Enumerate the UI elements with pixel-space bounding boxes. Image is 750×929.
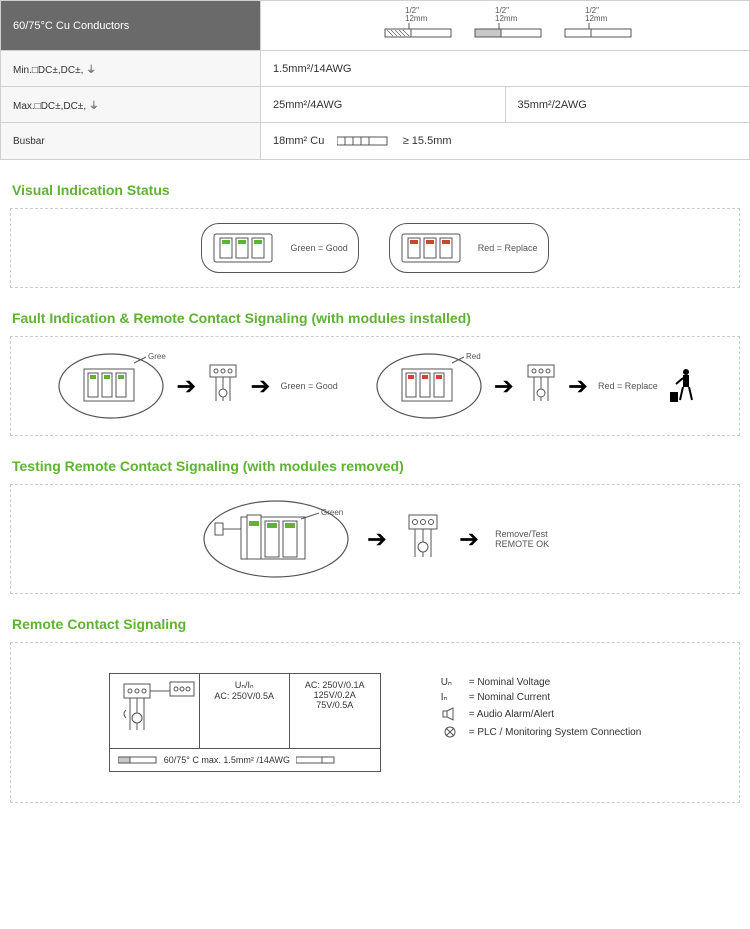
arrow-icon: ➔ <box>176 372 196 401</box>
panel-visual: Green = Good Red = Replace <box>10 208 740 288</box>
device-red-icon <box>400 230 470 266</box>
wire-diagram-cell: 1/2" 12mm 1/2" 12mm 1/2" 12mm <box>261 1 750 51</box>
ac23-label: 75V/0.5A <box>300 700 370 710</box>
legend-audio: = Audio Alarm/Alert <box>441 707 642 721</box>
legend-sym: Uₙ <box>441 677 461 688</box>
rc-bottom-text: 60/75° C max. 1.5mm² /14AWG <box>164 755 290 765</box>
ac1-label: AC: 250V/0.5A <box>210 691 279 701</box>
section-title-visual: Visual Indication Status <box>12 182 750 198</box>
fault-good-label: Green = Good <box>280 381 337 391</box>
rc-bottom: 60/75° C max. 1.5mm² /14AWG <box>110 749 380 771</box>
svg-text:Green: Green <box>148 352 166 361</box>
un-in-label: Uₙ/Iₙ <box>210 680 279 691</box>
schematic-icon <box>120 680 200 740</box>
terminal-icon <box>206 361 240 411</box>
testing-line2: REMOTE OK <box>495 539 549 549</box>
section-title-fault: Fault Indication & Remote Contact Signal… <box>12 310 750 326</box>
svg-text:12mm: 12mm <box>585 14 608 23</box>
row-max-val1: 25mm²/4AWG <box>261 87 506 123</box>
row-max-label: Max.□DC±,DC±, ⏚ <box>1 87 261 123</box>
status-replace-box: Red = Replace <box>389 223 549 273</box>
testing-line1: Remove/Test <box>495 529 549 539</box>
busbar-val: 18mm² Cu <box>273 135 324 147</box>
good-label: Green = Good <box>290 243 347 253</box>
terminal-icon <box>403 511 443 567</box>
row-max-val2: 35mm²/2AWG <box>505 87 750 123</box>
fault-device-green-icon: Green <box>56 351 166 421</box>
busbar-icon <box>337 133 397 149</box>
row-busbar-val: 18mm² Cu ≥ 15.5mm <box>261 123 750 160</box>
wire-icon <box>118 755 158 765</box>
legend-sym: Iₙ <box>441 692 461 703</box>
testing-device-icon: Green <box>201 499 351 579</box>
status-good-box: Green = Good <box>201 223 358 273</box>
row-min-label: Min.□DC±,DC±, ⏚ <box>1 51 261 87</box>
section-title-remote: Remote Contact Signaling <box>12 616 750 632</box>
arrow-icon: ➔ <box>250 372 270 401</box>
panel-remote: Uₙ/Iₙ AC: 250V/0.5A AC: 250V/0.1A 125V/0… <box>10 642 740 803</box>
ac22-label: 125V/0.2A <box>300 690 370 700</box>
svg-text:12mm: 12mm <box>405 14 428 23</box>
arrow-icon: ➔ <box>568 372 588 401</box>
remote-spec-box: Uₙ/Iₙ AC: 250V/0.5A AC: 250V/0.1A 125V/0… <box>109 673 381 772</box>
spec-table: 60/75°C Cu Conductors 1/2" 12mm 1/2" 12m… <box>0 0 750 160</box>
legend-txt: = Audio Alarm/Alert <box>469 709 554 720</box>
plc-icon <box>441 725 461 739</box>
arrow-icon: ➔ <box>459 525 479 554</box>
wire-icon <box>296 755 336 765</box>
legend: Uₙ= Nominal Voltage Iₙ= Nominal Current … <box>441 673 642 743</box>
arrow-icon: ➔ <box>494 372 514 401</box>
row-min-val: 1.5mm²/14AWG <box>261 51 750 87</box>
legend-plc: = PLC / Monitoring System Connection <box>441 725 642 739</box>
rc-schematic <box>110 674 200 749</box>
busbar-dim: ≥ 15.5mm <box>403 135 452 147</box>
trash-person-icon <box>668 366 694 406</box>
section-title-testing: Testing Remote Contact Signaling (with m… <box>12 458 750 474</box>
svg-text:Red: Red <box>466 352 481 361</box>
device-green-icon <box>212 230 282 266</box>
terminal-icon <box>524 361 558 411</box>
row-busbar-label: Busbar <box>1 123 261 160</box>
ac21-label: AC: 250V/0.1A <box>300 680 370 690</box>
legend-txt: = Nominal Voltage <box>469 677 550 688</box>
replace-label: Red = Replace <box>478 243 538 253</box>
fault-device-red-icon: Red <box>374 351 484 421</box>
fault-replace-label: Red = Replace <box>598 381 658 391</box>
svg-text:12mm: 12mm <box>495 14 518 23</box>
rc-spec2: AC: 250V/0.1A 125V/0.2A 75V/0.5A <box>290 674 380 749</box>
panel-fault: Green ➔ ➔ Green = Good Red ➔ ➔ R <box>10 336 740 436</box>
panel-testing: Green ➔ ➔ Remove/Test REMOTE OK <box>10 484 740 594</box>
legend-in: Iₙ = Nominal Current <box>441 692 642 703</box>
spec-header: 60/75°C Cu Conductors <box>1 1 261 51</box>
svg-text:Green: Green <box>321 508 343 517</box>
rc-spec1: Uₙ/Iₙ AC: 250V/0.5A <box>200 674 290 749</box>
arrow-icon: ➔ <box>367 525 387 554</box>
legend-un: Uₙ = Nominal Voltage <box>441 677 642 688</box>
speaker-icon <box>441 707 461 721</box>
legend-txt: = Nominal Current <box>469 692 550 703</box>
testing-text: Remove/Test REMOTE OK <box>495 529 549 549</box>
legend-txt: = PLC / Monitoring System Connection <box>469 727 642 738</box>
wire-strip-icon: 1/2" 12mm 1/2" 12mm 1/2" 12mm <box>375 5 635 43</box>
